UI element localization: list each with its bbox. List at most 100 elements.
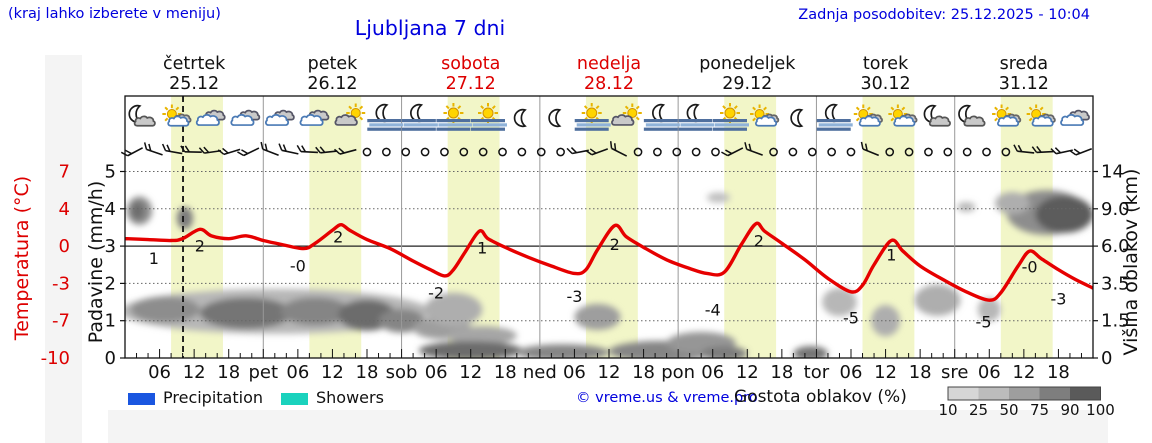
x-axis-label: 06 (978, 362, 1001, 383)
wind-calm-icon (691, 147, 701, 157)
x-axis-label: 06 (286, 362, 309, 383)
x-axis-label: 12 (598, 362, 621, 383)
day-date: 27.12 (446, 74, 496, 94)
x-axis-label: 06 (840, 362, 863, 383)
wind-calm-icon (962, 147, 972, 157)
x-axis-label: 12 (321, 362, 344, 383)
precip-tick-label: 0 (105, 348, 116, 369)
temp-tick-label: 4 (59, 199, 70, 220)
x-axis-label: pon (661, 362, 695, 383)
temp-tick-label: -7 (52, 311, 70, 332)
x-axis-label: 18 (217, 362, 240, 383)
temp-value-label: 1 (886, 246, 896, 265)
weather-icon-cloud-sun (611, 103, 642, 126)
weather-icon-moon (548, 108, 562, 128)
cloud-density-legend-label: Gostota oblakov (%) (734, 387, 907, 407)
temp-tick-label: 0 (59, 236, 70, 257)
day-name: sobota (441, 54, 500, 74)
cloud-density-blob (199, 297, 293, 329)
wind-calm-icon (672, 147, 682, 157)
cloud-density-blob (793, 346, 828, 358)
wind-barb-icon (609, 141, 628, 157)
last-update-text: Zadnja posodobitev: 25.12.2025 - 10:04 (798, 7, 1090, 23)
cloud-scale-swatch (1039, 387, 1070, 400)
x-axis-label: tor (804, 362, 830, 383)
x-axis-label: ned (523, 362, 557, 383)
cloud-density-blob (1035, 195, 1093, 234)
wind-calm-icon (536, 147, 546, 157)
weather-icon-cloud (230, 109, 261, 126)
wind-barb-icon (217, 147, 241, 156)
cloud-density-blob (280, 297, 350, 326)
left-axis-background-strip (45, 55, 82, 443)
temp-value-label: -3 (1050, 289, 1066, 308)
wind-calm-icon (807, 147, 817, 157)
day-date: 31.12 (999, 74, 1049, 94)
cloud-scale-swatch (948, 387, 979, 400)
weather-icon-sun-cloud (888, 104, 918, 127)
precip-tick-label: 5 (105, 162, 116, 183)
wind-calm-icon (440, 147, 449, 157)
precip-tick-label: 3 (105, 236, 116, 257)
wind-barb-icon (296, 144, 318, 154)
cloud-scale-border (947, 386, 1101, 401)
cloud-density-blob (995, 192, 1030, 215)
precipitation-legend-swatch (128, 393, 155, 405)
credit-link[interactable]: © vreme.us & vreme.pro (576, 390, 758, 406)
cloud-density-blob (914, 284, 961, 316)
weather-icon-moon-cloud (958, 104, 986, 127)
cloud-tick-label: 3.5 (1101, 273, 1130, 294)
day-date: 29.12 (722, 74, 772, 94)
x-axis-label: 18 (356, 362, 379, 383)
x-axis-label: 06 (563, 362, 586, 383)
temp-value-label: -0 (1022, 258, 1038, 277)
day-date: 30.12 (861, 74, 911, 94)
weather-icon-moon (790, 108, 804, 128)
wind-barb-icon (315, 146, 338, 154)
wind-calm-icon (711, 147, 720, 157)
x-axis-label: pet (249, 362, 279, 383)
cloud-height-axis-title: Višina oblakov (km) (1120, 168, 1142, 356)
x-axis-label: 06 (148, 362, 171, 383)
x-axis-label: 06 (701, 362, 724, 383)
weather-icon-cloud (299, 109, 330, 126)
precip-tick-label: 1 (105, 311, 116, 332)
weather-icon-cloud-sun (334, 103, 366, 126)
weather-icon-sun-cloud (750, 104, 780, 127)
temp-value-label: -3 (566, 287, 582, 306)
day-name: torek (863, 54, 909, 74)
wind-calm-icon (885, 147, 895, 157)
showers-legend-label: Showers (316, 388, 384, 407)
wind-barb-icon (1069, 148, 1093, 156)
precip-tick-label: 4 (105, 199, 116, 220)
x-axis-label: 06 (425, 362, 448, 383)
showers-legend-swatch (281, 393, 308, 405)
cloud-scale-tick-label: 25 (969, 401, 988, 419)
weather-icon-cloud (1060, 109, 1090, 126)
wind-calm-icon (459, 147, 469, 157)
weather-icon-sun-cloud (992, 104, 1022, 127)
wind-calm-icon (478, 147, 488, 157)
temperature-axis-title: Temperatura (°C) (11, 175, 33, 341)
wind-calm-icon (633, 147, 643, 157)
day-name: sreda (1000, 54, 1049, 74)
wind-calm-icon (846, 147, 856, 157)
weather-icon-moon-cloud (923, 104, 951, 127)
wind-barb-icon (198, 146, 222, 154)
wind-barb-icon (143, 142, 163, 156)
cloud-density-blob (176, 206, 193, 230)
day-date: 28.12 (584, 74, 634, 94)
wind-barb-icon (180, 145, 202, 153)
wind-calm-icon (769, 147, 778, 157)
weather-icon-moon (513, 108, 527, 128)
day-name: ponedeljek (699, 54, 796, 74)
cloud-density-blob (574, 303, 621, 331)
precip-tick-label: 2 (105, 273, 116, 294)
wind-calm-icon (1001, 147, 1011, 157)
wind-calm-icon (827, 147, 836, 157)
temp-value-label: -5 (976, 312, 992, 331)
temp-value-label: -5 (843, 309, 859, 328)
cloud-density-blob (822, 287, 857, 317)
